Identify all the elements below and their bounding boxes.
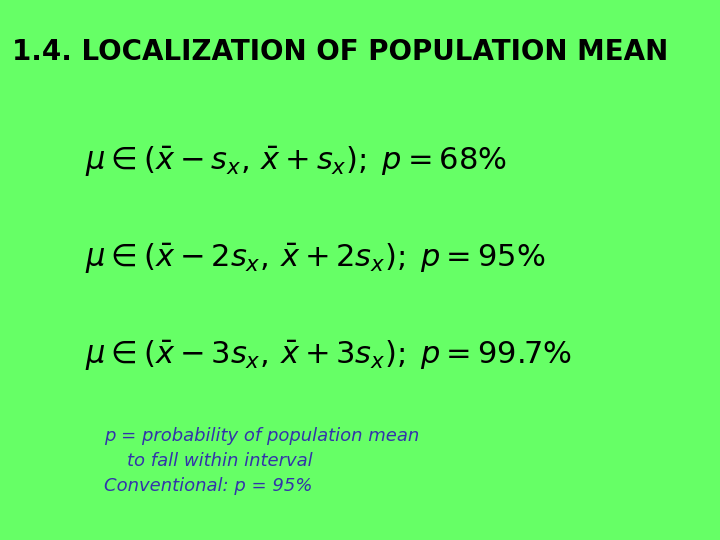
- Text: $\mu \in (\bar{x} - 3s_x,\, \bar{x} + 3s_x);\; p = 99.7\%$: $\mu \in (\bar{x} - 3s_x,\, \bar{x} + 3s…: [86, 339, 572, 374]
- Text: 1.4. LOCALIZATION OF POPULATION MEAN: 1.4. LOCALIZATION OF POPULATION MEAN: [12, 38, 668, 66]
- Text: p = probability of population mean
    to fall within interval
Conventional: p =: p = probability of population mean to fa…: [104, 427, 419, 495]
- Text: $\mu \in (\bar{x} - 2s_x,\, \bar{x} + 2s_x);\; p = 95\%$: $\mu \in (\bar{x} - 2s_x,\, \bar{x} + 2s…: [86, 242, 546, 276]
- Text: $\mu \in (\bar{x} - s_x,\, \bar{x} + s_x);\; p = 68\%$: $\mu \in (\bar{x} - s_x,\, \bar{x} + s_x…: [86, 145, 507, 179]
